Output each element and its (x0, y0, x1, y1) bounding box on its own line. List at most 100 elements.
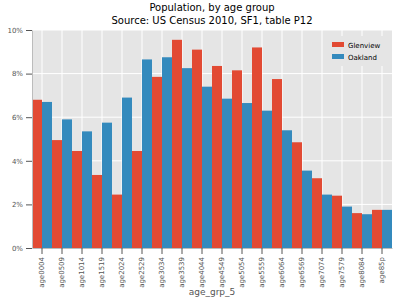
tick-label: age0509 (58, 257, 66, 288)
plot-background (32, 30, 392, 248)
legend-label: Glenview (348, 42, 381, 50)
tick-mark (26, 117, 32, 118)
tick-label: age7074 (318, 256, 326, 287)
tick-label: 8% (12, 70, 23, 78)
tick: age1014 (78, 248, 86, 288)
bar (222, 99, 232, 248)
subtitle: Source: US Census 2010, SF1, table P12 (111, 15, 312, 26)
bar (172, 40, 182, 248)
tick-label: age8084 (358, 256, 366, 287)
tick-label: age5559 (258, 257, 266, 288)
tick-mark (26, 204, 32, 205)
bar (122, 98, 132, 248)
tick: age8084 (358, 248, 366, 288)
tick-label: age5054 (238, 256, 246, 287)
bar (332, 196, 342, 248)
tick-label: age1014 (78, 256, 86, 287)
tick: age0509 (58, 248, 66, 288)
bars (32, 40, 392, 248)
tick-mark (202, 248, 203, 254)
bar (302, 171, 312, 248)
x-axis: age0004 age0509 age1014 age1519 age2024 age25… (33, 248, 393, 288)
tick: age6569 (298, 248, 306, 288)
bar (102, 123, 112, 248)
tick-label: age1519 (98, 257, 106, 288)
bar (62, 119, 72, 248)
bar (312, 178, 322, 248)
tick-label: 4% (12, 158, 23, 166)
tick-label: age4549 (218, 257, 226, 288)
tick-label: age2024 (118, 256, 126, 287)
bar (212, 66, 222, 248)
tick: age3539 (178, 248, 186, 288)
bar (112, 195, 122, 248)
tick: age4044 (198, 248, 206, 288)
tick: age0004 (38, 248, 46, 288)
bar (342, 207, 352, 248)
bar (282, 130, 292, 248)
tick: 4% (12, 158, 32, 166)
tick-mark (142, 248, 143, 254)
tick: age2024 (118, 248, 126, 288)
tick-label: age4044 (198, 256, 206, 287)
tick-mark (42, 248, 43, 254)
tick-mark (182, 248, 183, 254)
tick-label: 2% (12, 201, 23, 209)
bar (322, 195, 332, 248)
tick: age1519 (98, 248, 106, 288)
tick: 8% (12, 70, 32, 78)
chart: 0% 2% 4% 6% 8% 10% age0004 age0509 age1014 age151… (0, 0, 400, 300)
tick-mark (342, 248, 343, 254)
bar (372, 210, 382, 248)
tick: age2529 (138, 248, 146, 288)
tick: 2% (12, 201, 32, 209)
tick: age5559 (258, 248, 266, 288)
tick-mark (222, 248, 223, 254)
tick-mark (26, 161, 32, 162)
tick-label: 10% (7, 27, 23, 35)
bar (152, 77, 162, 248)
legend-swatch (332, 42, 344, 47)
tick: 10% (7, 27, 32, 35)
tick-mark (82, 248, 83, 254)
tick-mark (26, 30, 32, 31)
legend: Glenview Oakland (328, 36, 386, 66)
legend-item: Oakland (332, 54, 377, 62)
axis-line (33, 248, 393, 249)
bar (242, 103, 252, 248)
tick-mark (382, 248, 383, 254)
tick: age85p (378, 248, 386, 283)
tick: 6% (12, 114, 32, 122)
tick-label: age85p (378, 256, 386, 283)
legend-swatch (332, 54, 344, 59)
legend-item: Glenview (332, 42, 381, 50)
tick: age7074 (318, 248, 326, 288)
tick: age6064 (278, 248, 286, 288)
x-axis-title: age_grp_5 (189, 287, 236, 297)
tick-mark (302, 248, 303, 254)
tick-label: age6569 (298, 257, 306, 288)
tick-label: age6064 (278, 256, 286, 287)
tick-label: 0% (12, 245, 23, 253)
tick-mark (62, 248, 63, 254)
tick-mark (26, 74, 32, 75)
tick-label: age3034 (158, 256, 166, 287)
tick: age3034 (158, 248, 166, 288)
tick-mark (322, 248, 323, 254)
grid-line (32, 30, 392, 31)
tick: age4549 (218, 248, 226, 288)
bar (352, 213, 362, 248)
bar (42, 102, 52, 248)
bar (72, 151, 82, 248)
title: Population, by age group (149, 2, 274, 13)
bar (162, 57, 172, 248)
bar (292, 142, 302, 248)
series (32, 40, 382, 248)
bar (192, 50, 202, 248)
series (42, 57, 392, 248)
tick-mark (102, 248, 103, 254)
bar (82, 131, 92, 248)
bar (262, 111, 272, 248)
tick-mark (26, 248, 32, 249)
tick-mark (262, 248, 263, 254)
